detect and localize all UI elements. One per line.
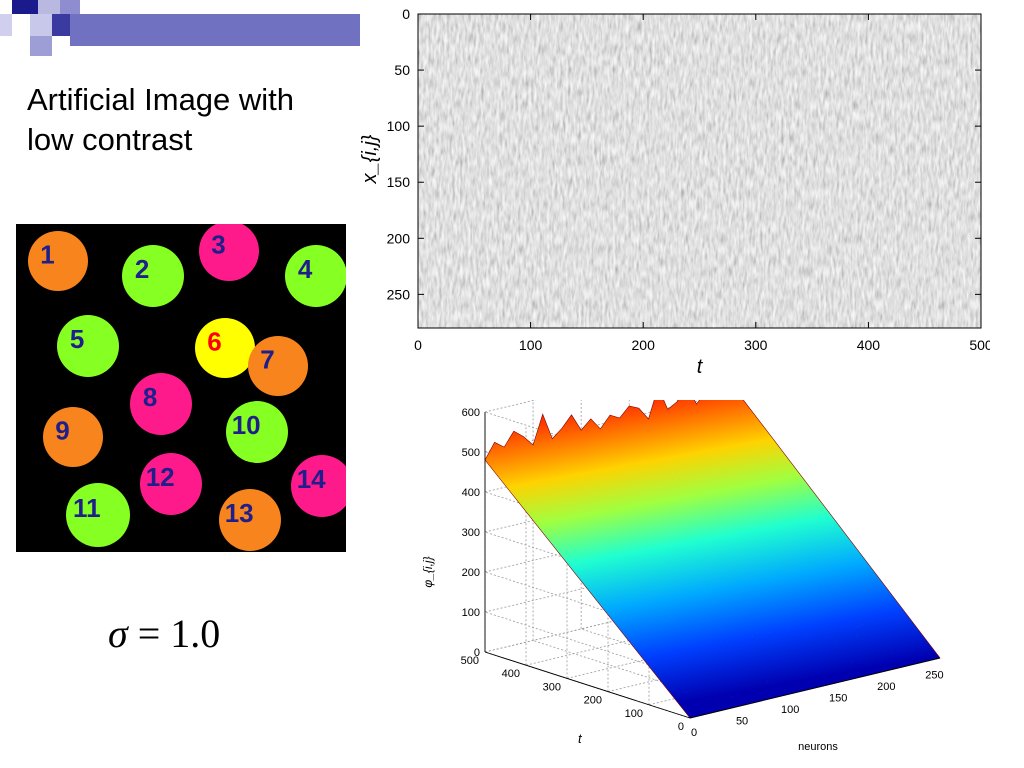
heatmap-ytick-label: 200: [387, 230, 411, 246]
circle-7: [248, 336, 308, 396]
circle-label-1: 1: [40, 239, 54, 269]
circle-label-8: 8: [143, 382, 157, 412]
heatmap-ylabel: x_{i,j}: [359, 134, 381, 184]
surface-speckle: [485, 400, 940, 718]
surface-zlabel: φ_{i,j}: [421, 556, 435, 587]
surface-y-axis: [484, 651, 691, 719]
circle-label-6: 6: [207, 326, 221, 356]
circle-label-5: 5: [70, 324, 84, 354]
heatmap-ytick-label: 150: [387, 174, 411, 190]
heatmap-xtick-label: 400: [857, 337, 881, 353]
surface-xtick-label: 100: [781, 704, 799, 716]
circle-5: [57, 315, 119, 377]
circle-label-14: 14: [297, 464, 326, 494]
heatmap-image: [418, 14, 981, 328]
surface-ztick-label: 400: [462, 487, 480, 499]
heatmap-xtick-label: 200: [632, 337, 656, 353]
surface-ytick-label: 500: [461, 655, 479, 667]
circle-label-11: 11: [73, 493, 101, 523]
artificial-image: 1 2 3 4 5 6 7 8 9 10 11 12 13 14: [16, 221, 353, 552]
surface-ztick-label: 300: [462, 527, 480, 539]
heatmap-ytick-label: 100: [387, 118, 411, 134]
circle-8: [130, 373, 192, 435]
surface-xtick-label: 250: [925, 669, 943, 681]
heatmap-xlabel: t: [697, 356, 704, 378]
circle-label-4: 4: [298, 254, 313, 284]
circle-label-12: 12: [146, 462, 175, 492]
surface-ytick-label: 100: [625, 708, 643, 720]
circle-3: [199, 221, 259, 281]
circle-1: [28, 231, 88, 291]
circle-9: [43, 407, 103, 467]
sigma-symbol: σ: [108, 611, 128, 656]
circle-4: [285, 245, 347, 307]
heatmap-xtick-label: 300: [744, 337, 768, 353]
surface-xtick-label: 200: [877, 681, 895, 693]
surface-ztick-label: 600: [462, 407, 480, 419]
surface-xtick-label: 150: [829, 692, 847, 704]
surface-ylabel: t: [578, 731, 583, 746]
surface-ytick-label: 200: [584, 695, 602, 707]
surface-ztick-label: 0: [474, 647, 480, 659]
circle-label-7: 7: [260, 344, 274, 374]
sigma-equation: σ = 1.0: [108, 610, 220, 657]
surface-ztick-label: 200: [462, 567, 480, 579]
surface-ztick-label: 500: [462, 447, 480, 459]
circle-12: [140, 453, 202, 515]
heatmap-xtick-label: 100: [519, 337, 543, 353]
circle-6: [195, 318, 255, 378]
surface-ztick-label: 100: [462, 607, 480, 619]
heatmap-xtick-label: 500: [969, 337, 990, 353]
heatmap-ytick-label: 250: [387, 286, 411, 302]
surface-chart: 0501001502002500100200300400500010020030…: [421, 400, 944, 753]
heatmap-chart: 0 100 200 300 400 500 0 50 100 150 200 250 t x_{i,j}: [359, 6, 990, 378]
circle-11: [66, 483, 130, 547]
sigma-equals: =: [127, 611, 171, 656]
surface-xlabel: neurons: [798, 741, 838, 753]
circle-10: [226, 401, 288, 463]
heatmap-ytick-label: 50: [394, 62, 410, 78]
corner-decoration: [0, 0, 360, 60]
surface-xtick-label: 0: [691, 727, 697, 739]
circle-14: [291, 455, 353, 517]
circle-2: [122, 245, 184, 307]
surface-ytick-label: 300: [543, 681, 561, 693]
surface-x-axis: [689, 657, 941, 719]
heatmap-xtick-label: 0: [414, 337, 422, 353]
circle-label-3: 3: [211, 229, 225, 259]
surface-xtick-label: 50: [736, 715, 748, 727]
surface-gridline: [484, 591, 736, 653]
surface-ytick-label: 400: [502, 668, 520, 680]
circle-13: [219, 489, 281, 551]
circle-label-13: 13: [225, 498, 254, 528]
circle-label-2: 2: [135, 254, 149, 284]
slide-title: Artificial Image with low contrast: [27, 82, 295, 157]
surface-ytick-label: 0: [678, 721, 684, 733]
heatmap-ytick-label: 0: [402, 6, 410, 22]
heatmap-frame: [417, 13, 982, 329]
sigma-value: 1.0: [170, 611, 221, 656]
circle-label-9: 9: [55, 415, 69, 445]
circle-label-10: 10: [232, 410, 261, 440]
